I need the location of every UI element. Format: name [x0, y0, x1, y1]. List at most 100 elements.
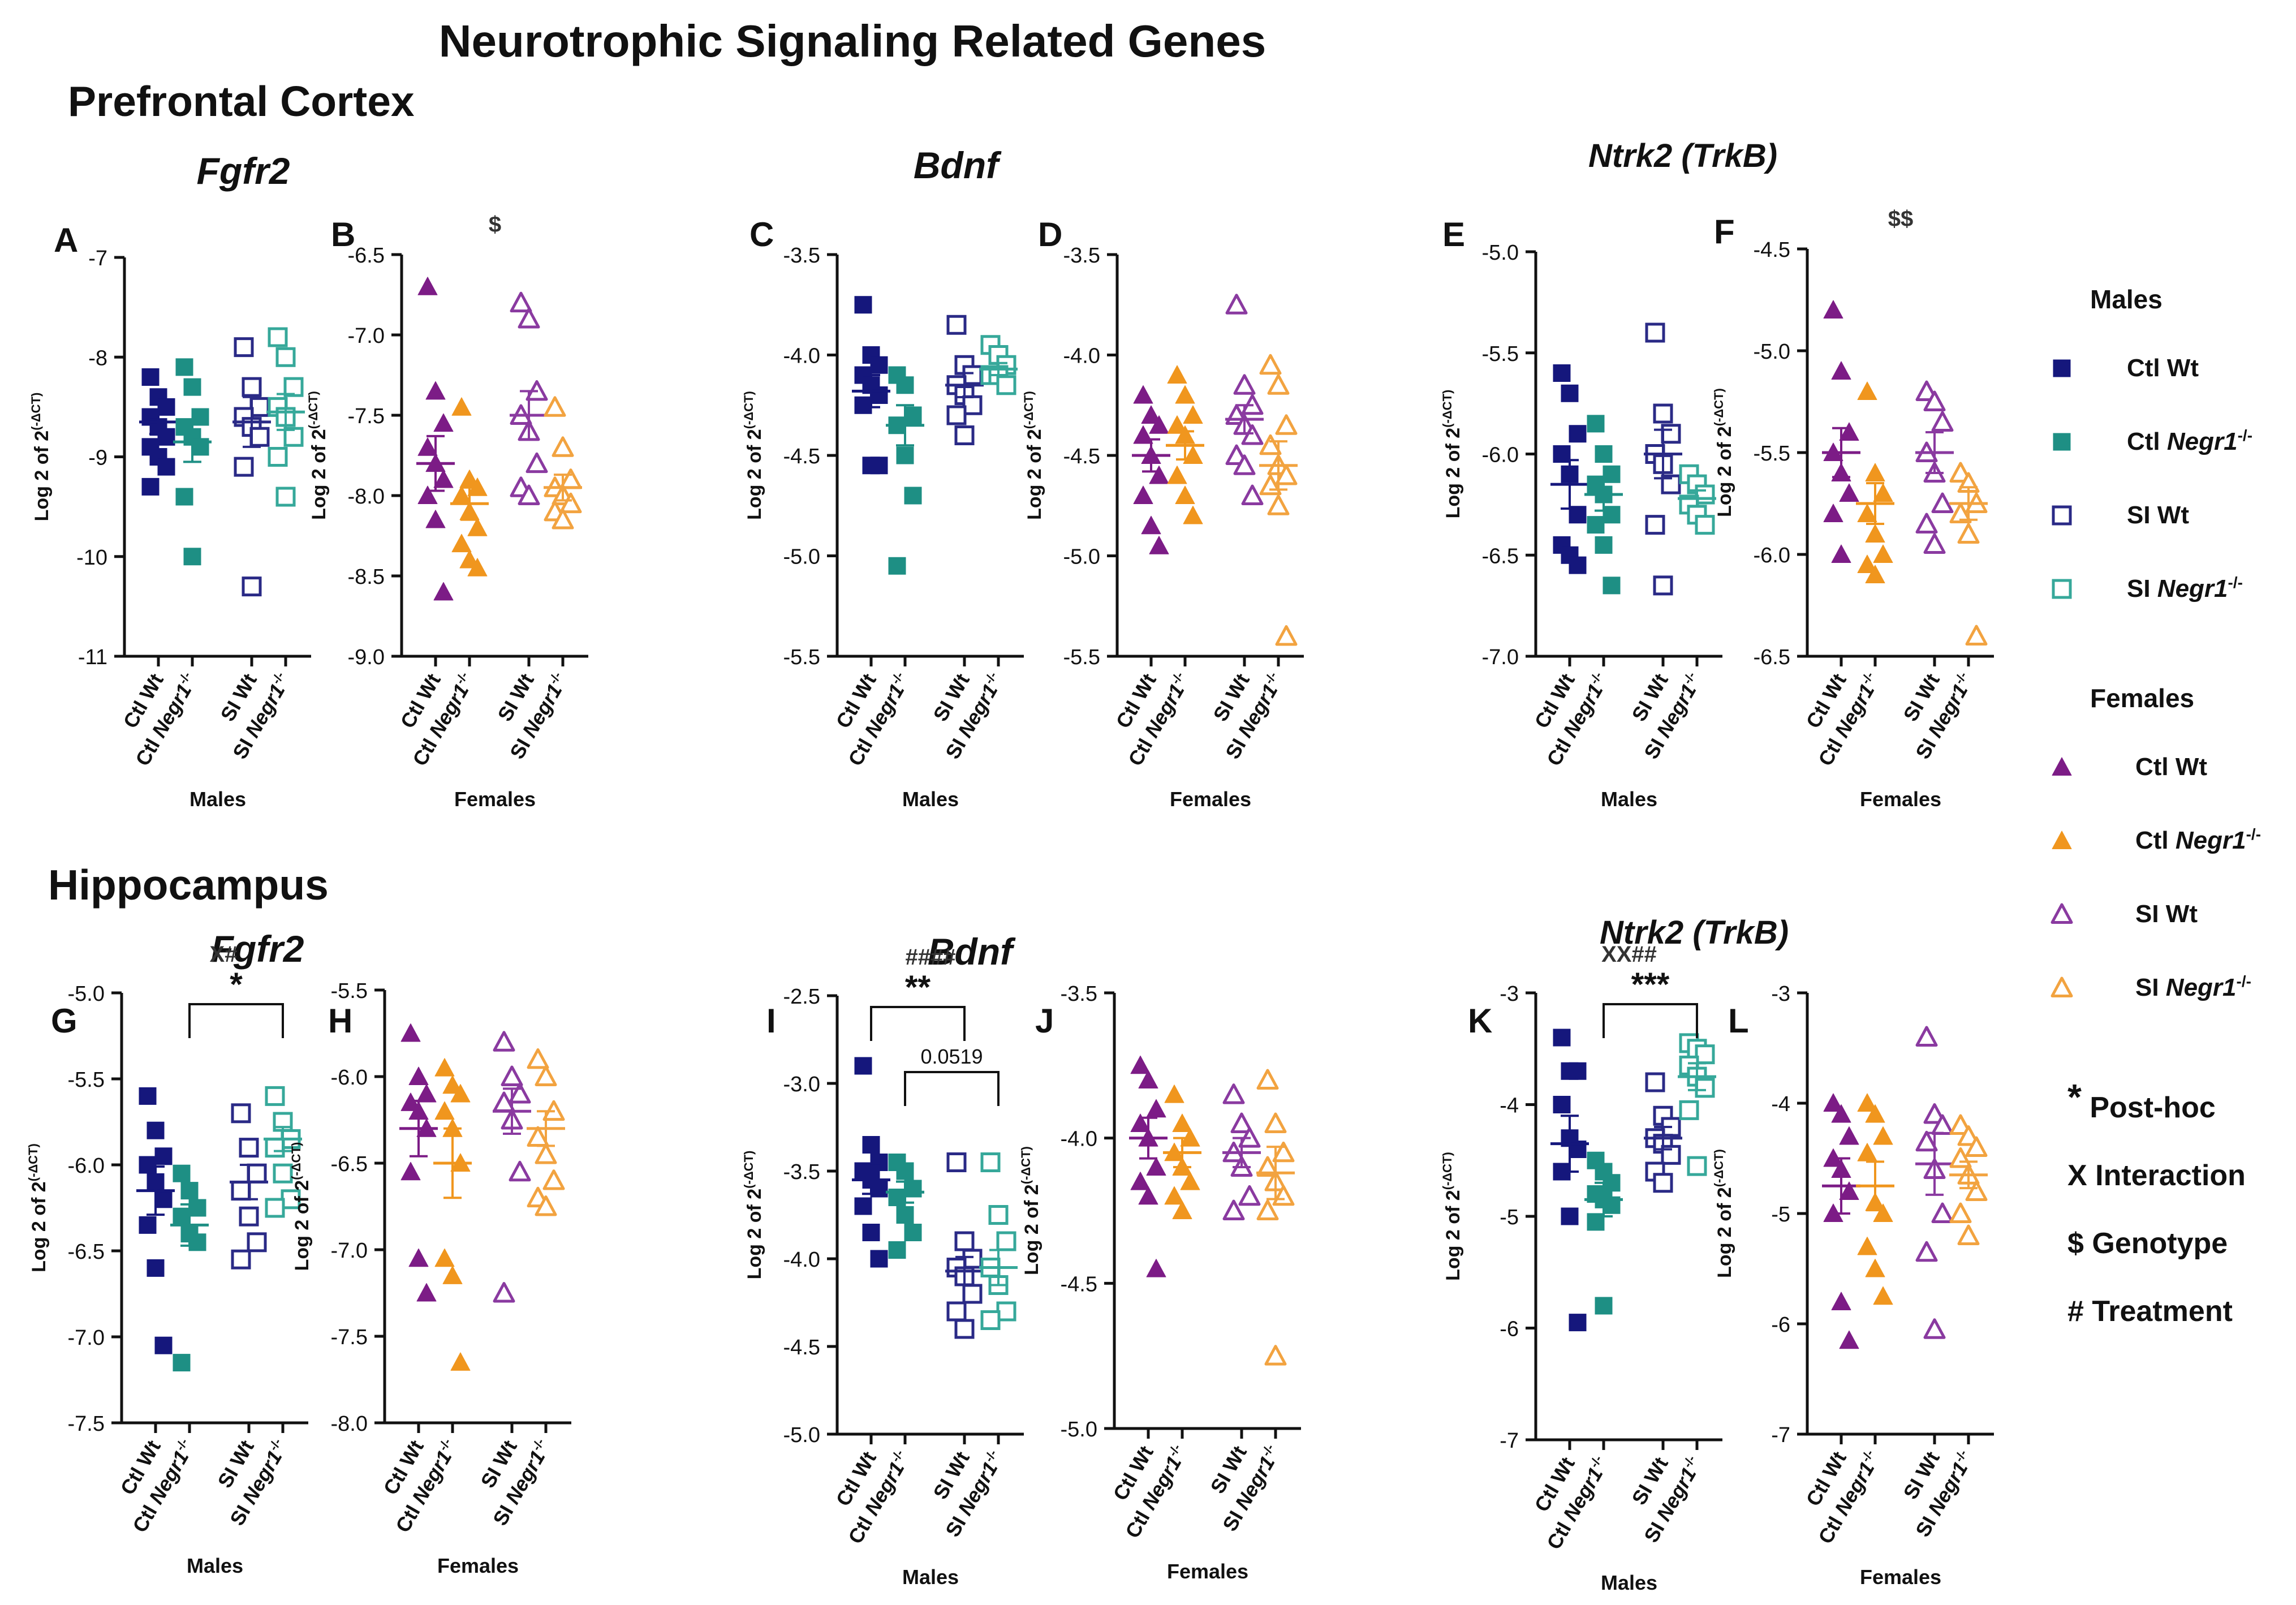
data-point	[283, 377, 304, 397]
data-point	[242, 576, 262, 597]
data-point	[870, 386, 888, 404]
data-point	[416, 1084, 437, 1103]
y-tick-label: -4	[1771, 1092, 1790, 1116]
panel-letter: C	[749, 216, 774, 253]
data-point	[527, 1048, 549, 1069]
x-axis-label: Males	[187, 1554, 243, 1577]
x-axis-label: Females	[454, 788, 536, 811]
data-point	[1267, 374, 1290, 395]
data-point	[1687, 1156, 1707, 1176]
y-tick-label: -5.5	[783, 646, 820, 669]
y-tick-label: -5.0	[783, 1423, 820, 1447]
legend-entry-prefix: SI	[2135, 974, 2166, 1001]
gene-title-hip-bdnf: Bdnf	[928, 931, 1016, 973]
data-point	[1923, 1318, 1946, 1339]
data-point	[450, 1084, 471, 1103]
data-point	[451, 397, 472, 416]
x-axis-label: Females	[1170, 788, 1251, 811]
legend-marker	[2051, 976, 2073, 997]
y-tick-label: -7.5	[331, 1326, 368, 1349]
y-axis-label-base: Log 2 of 2	[744, 429, 765, 520]
data-point	[1653, 575, 1673, 596]
data-point	[1603, 465, 1621, 483]
panel-letter: K	[1468, 1002, 1492, 1040]
legend-entry-sup: -/-	[2238, 427, 2252, 444]
data-point	[1823, 504, 1843, 522]
y-tick-label: -4.5	[783, 445, 820, 468]
data-point	[518, 484, 540, 505]
data-point	[1923, 533, 1946, 554]
data-point	[1256, 1199, 1279, 1220]
data-point	[139, 1156, 157, 1174]
data-point	[1138, 1070, 1158, 1088]
region-label-hippocampus: Hippocampus	[48, 861, 329, 909]
y-tick-label: -6.0	[1754, 544, 1790, 567]
stats-key-text: Treatment	[2084, 1295, 2233, 1328]
y-axis-label-sup: (-ΔCT)	[29, 393, 43, 431]
data-point	[904, 487, 922, 505]
data-point	[954, 425, 975, 445]
data-point	[281, 1189, 301, 1210]
data-point	[1561, 384, 1579, 402]
data-point	[946, 1152, 967, 1172]
data-point	[1915, 513, 1938, 533]
y-tick-label: -4	[1500, 1094, 1519, 1118]
y-tick-label: -4.5	[1754, 238, 1790, 262]
data-point	[1949, 502, 1972, 523]
data-point	[434, 1248, 455, 1267]
legend-entry-prefix: Ctl	[2127, 428, 2167, 455]
data-point	[870, 356, 888, 374]
data-point	[451, 533, 472, 553]
data-point	[1146, 1259, 1166, 1277]
data-point	[888, 557, 906, 575]
y-tick-label: -4.0	[1061, 1128, 1097, 1151]
significance-label: *	[230, 966, 243, 1003]
y-tick-label: -7	[1771, 1423, 1790, 1447]
legend-marker	[2051, 903, 2073, 924]
y-tick-label: -5.5	[1482, 342, 1519, 366]
stats-key-text: Interaction	[2087, 1159, 2246, 1192]
data-point	[1915, 1241, 1938, 1262]
data-point	[173, 1164, 191, 1182]
data-point	[283, 427, 304, 447]
data-point	[1645, 322, 1665, 343]
data-point	[268, 447, 288, 467]
data-point	[1653, 403, 1673, 424]
data-point	[888, 1241, 906, 1259]
data-point	[996, 1231, 1016, 1251]
data-point	[559, 468, 582, 489]
x-axis-label: Females	[1860, 788, 1941, 811]
data-point	[1839, 1181, 1859, 1200]
legend-marker	[2052, 579, 2072, 599]
data-point	[147, 1121, 165, 1139]
y-tick-label: -6.0	[68, 1154, 105, 1178]
y-axis-label: Log 2 of 2(-ΔCT)	[1019, 1146, 1043, 1275]
data-point	[1695, 515, 1715, 535]
y-tick-label: -5	[1500, 1206, 1519, 1229]
data-point	[183, 548, 201, 566]
y-tick-label: -4.5	[783, 1336, 820, 1359]
legend-entry-label: SI Wt	[2135, 900, 2198, 928]
legend-entry-label: Ctl Wt	[2127, 354, 2199, 382]
x-axis-label: Males	[902, 788, 959, 811]
significance-label: **	[905, 969, 931, 1006]
data-point	[552, 436, 574, 457]
significance-bracket	[904, 1071, 1000, 1106]
data-point	[408, 1248, 429, 1267]
data-point	[1931, 1202, 1954, 1223]
stats-key-text: Post-hoc	[2082, 1091, 2216, 1124]
y-tick-label: -8.0	[348, 485, 385, 509]
data-point	[1965, 625, 1988, 646]
data-point	[1167, 415, 1187, 434]
data-point	[157, 398, 175, 416]
y-tick-label: -6.5	[348, 244, 385, 268]
y-tick-label: -4.0	[1063, 345, 1100, 368]
data-point	[1865, 1259, 1885, 1277]
y-tick-label: -9	[88, 446, 107, 470]
data-point	[962, 1284, 983, 1304]
data-point	[1233, 374, 1256, 395]
legend-marker	[2053, 359, 2071, 377]
data-point	[1569, 1314, 1587, 1332]
